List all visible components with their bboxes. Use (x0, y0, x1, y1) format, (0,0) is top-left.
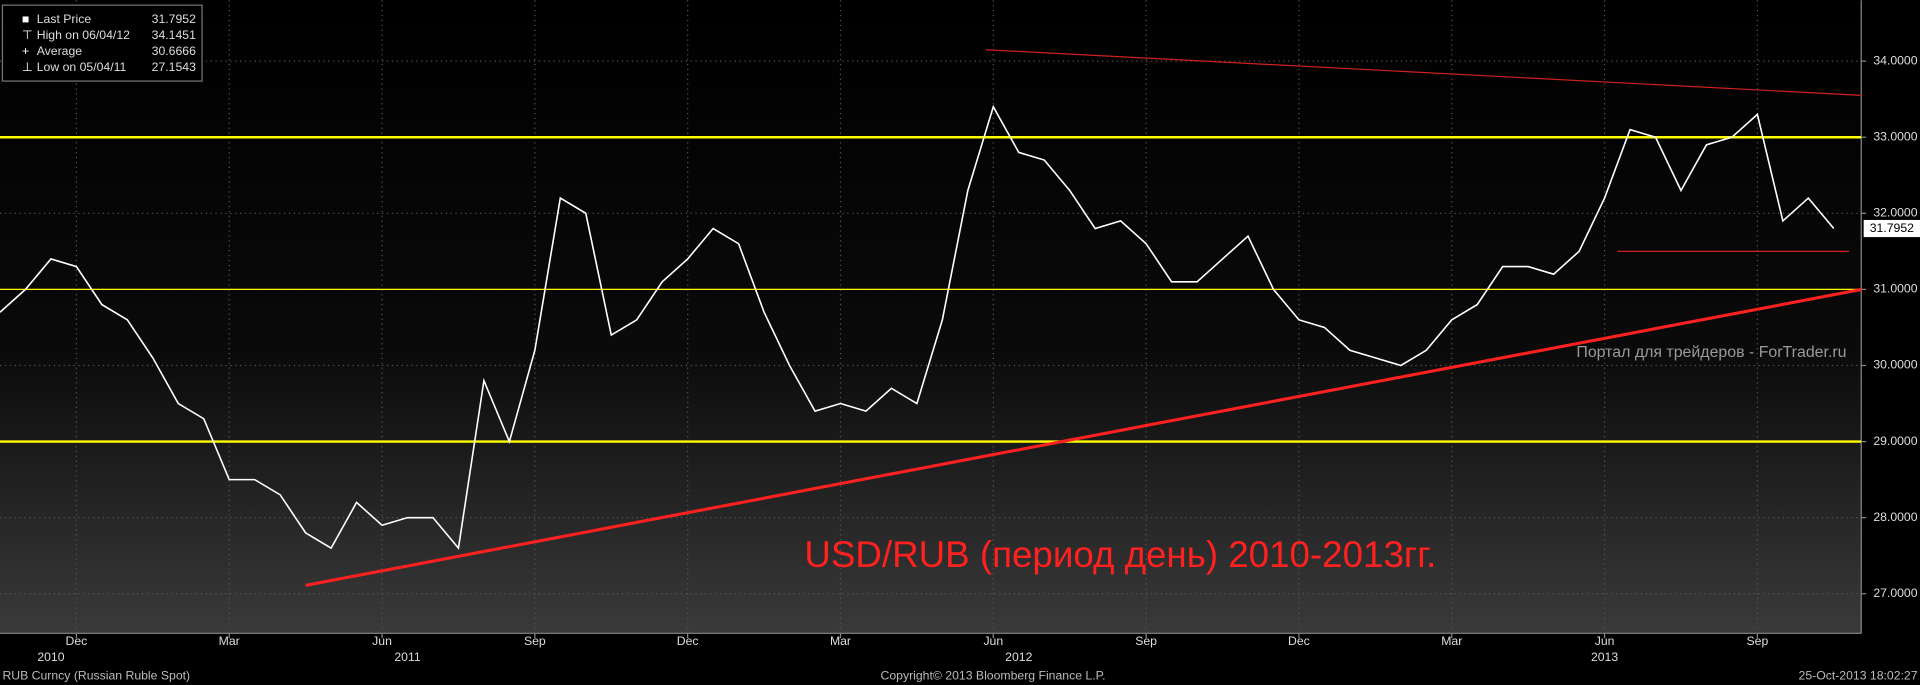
legend-icon: ⊤ (22, 28, 33, 42)
axis-background (1861, 0, 1920, 634)
y-tick-label: 29.0000 (1873, 434, 1917, 448)
last-price-tag (1863, 219, 1920, 238)
y-tick-label: 31.0000 (1873, 282, 1917, 296)
watermark: Портал для трейдеров - ForTrader.ru (1576, 344, 1846, 361)
year-label: 2011 (394, 650, 421, 664)
x-tick-label: Jun (983, 634, 1003, 648)
legend-icon: ■ (22, 12, 29, 26)
x-tick-label: Jun (1595, 634, 1615, 648)
y-tick-label: 34.0000 (1873, 53, 1917, 67)
plot-background (0, 0, 1862, 634)
legend-value: 30.6666 (152, 44, 196, 58)
legend: ■ Last Price 31.7952 ⊤ High on 06/04/12 34.14… (1, 4, 203, 82)
y-tick-label: 27.0000 (1873, 586, 1917, 600)
x-tick-label: Dec (677, 634, 699, 648)
y-tick-label: 30.0000 (1873, 358, 1917, 372)
x-tick-label: Sep (1135, 634, 1157, 648)
x-tick-label: Jun (372, 634, 392, 648)
annotation: USD/RUB (период день) 2010-2013гг. (804, 534, 1436, 575)
trend-line (305, 287, 1863, 587)
x-tick-label: Sep (524, 634, 546, 648)
legend-value: 27.1543 (152, 60, 196, 74)
y-tick-label: 28.0000 (1873, 510, 1917, 524)
x-tick-label: Mar (830, 634, 851, 648)
year-label: 2013 (1591, 650, 1618, 664)
legend-label: High on 06/04/12 (37, 28, 130, 42)
x-tick-label: Sep (1746, 634, 1768, 648)
x-tick-label: Mar (1441, 634, 1462, 648)
legend-icon: + (22, 44, 29, 58)
last-price-label: 31.7952 (1870, 221, 1914, 235)
legend-value: 31.7952 (152, 12, 196, 26)
price-line (0, 104, 1835, 550)
year-label: 2010 (37, 650, 64, 664)
legend-icon: ⊥ (22, 60, 33, 74)
x-tick-label: Dec (1288, 634, 1310, 648)
legend-value: 34.1451 (152, 28, 196, 42)
axes: 27.0000 28.0000 29.0000 30.0000 31.0000 32.00… (37, 53, 1920, 664)
footer-center: Copyright© 2013 Bloomberg Finance L.P. (881, 668, 1106, 682)
legend-label: Low on 05/04/11 (37, 60, 127, 74)
legend-label: Average (37, 44, 83, 58)
footer-left: RUB Curncy (Russian Ruble Spot) (2, 668, 190, 682)
x-tick-label: Dec (66, 634, 88, 648)
marks (0, 49, 1863, 587)
y-tick-label: 32.0000 (1873, 206, 1917, 220)
legend-box (1, 4, 203, 82)
trend-line (985, 49, 1862, 96)
legend-label: Last Price (37, 12, 92, 26)
x-tick-label: Mar (219, 634, 240, 648)
y-tick-label: 33.0000 (1873, 129, 1917, 143)
year-label: 2012 (1005, 650, 1032, 664)
footer-right: 25-Oct-2013 18:02:27 (1799, 668, 1918, 682)
